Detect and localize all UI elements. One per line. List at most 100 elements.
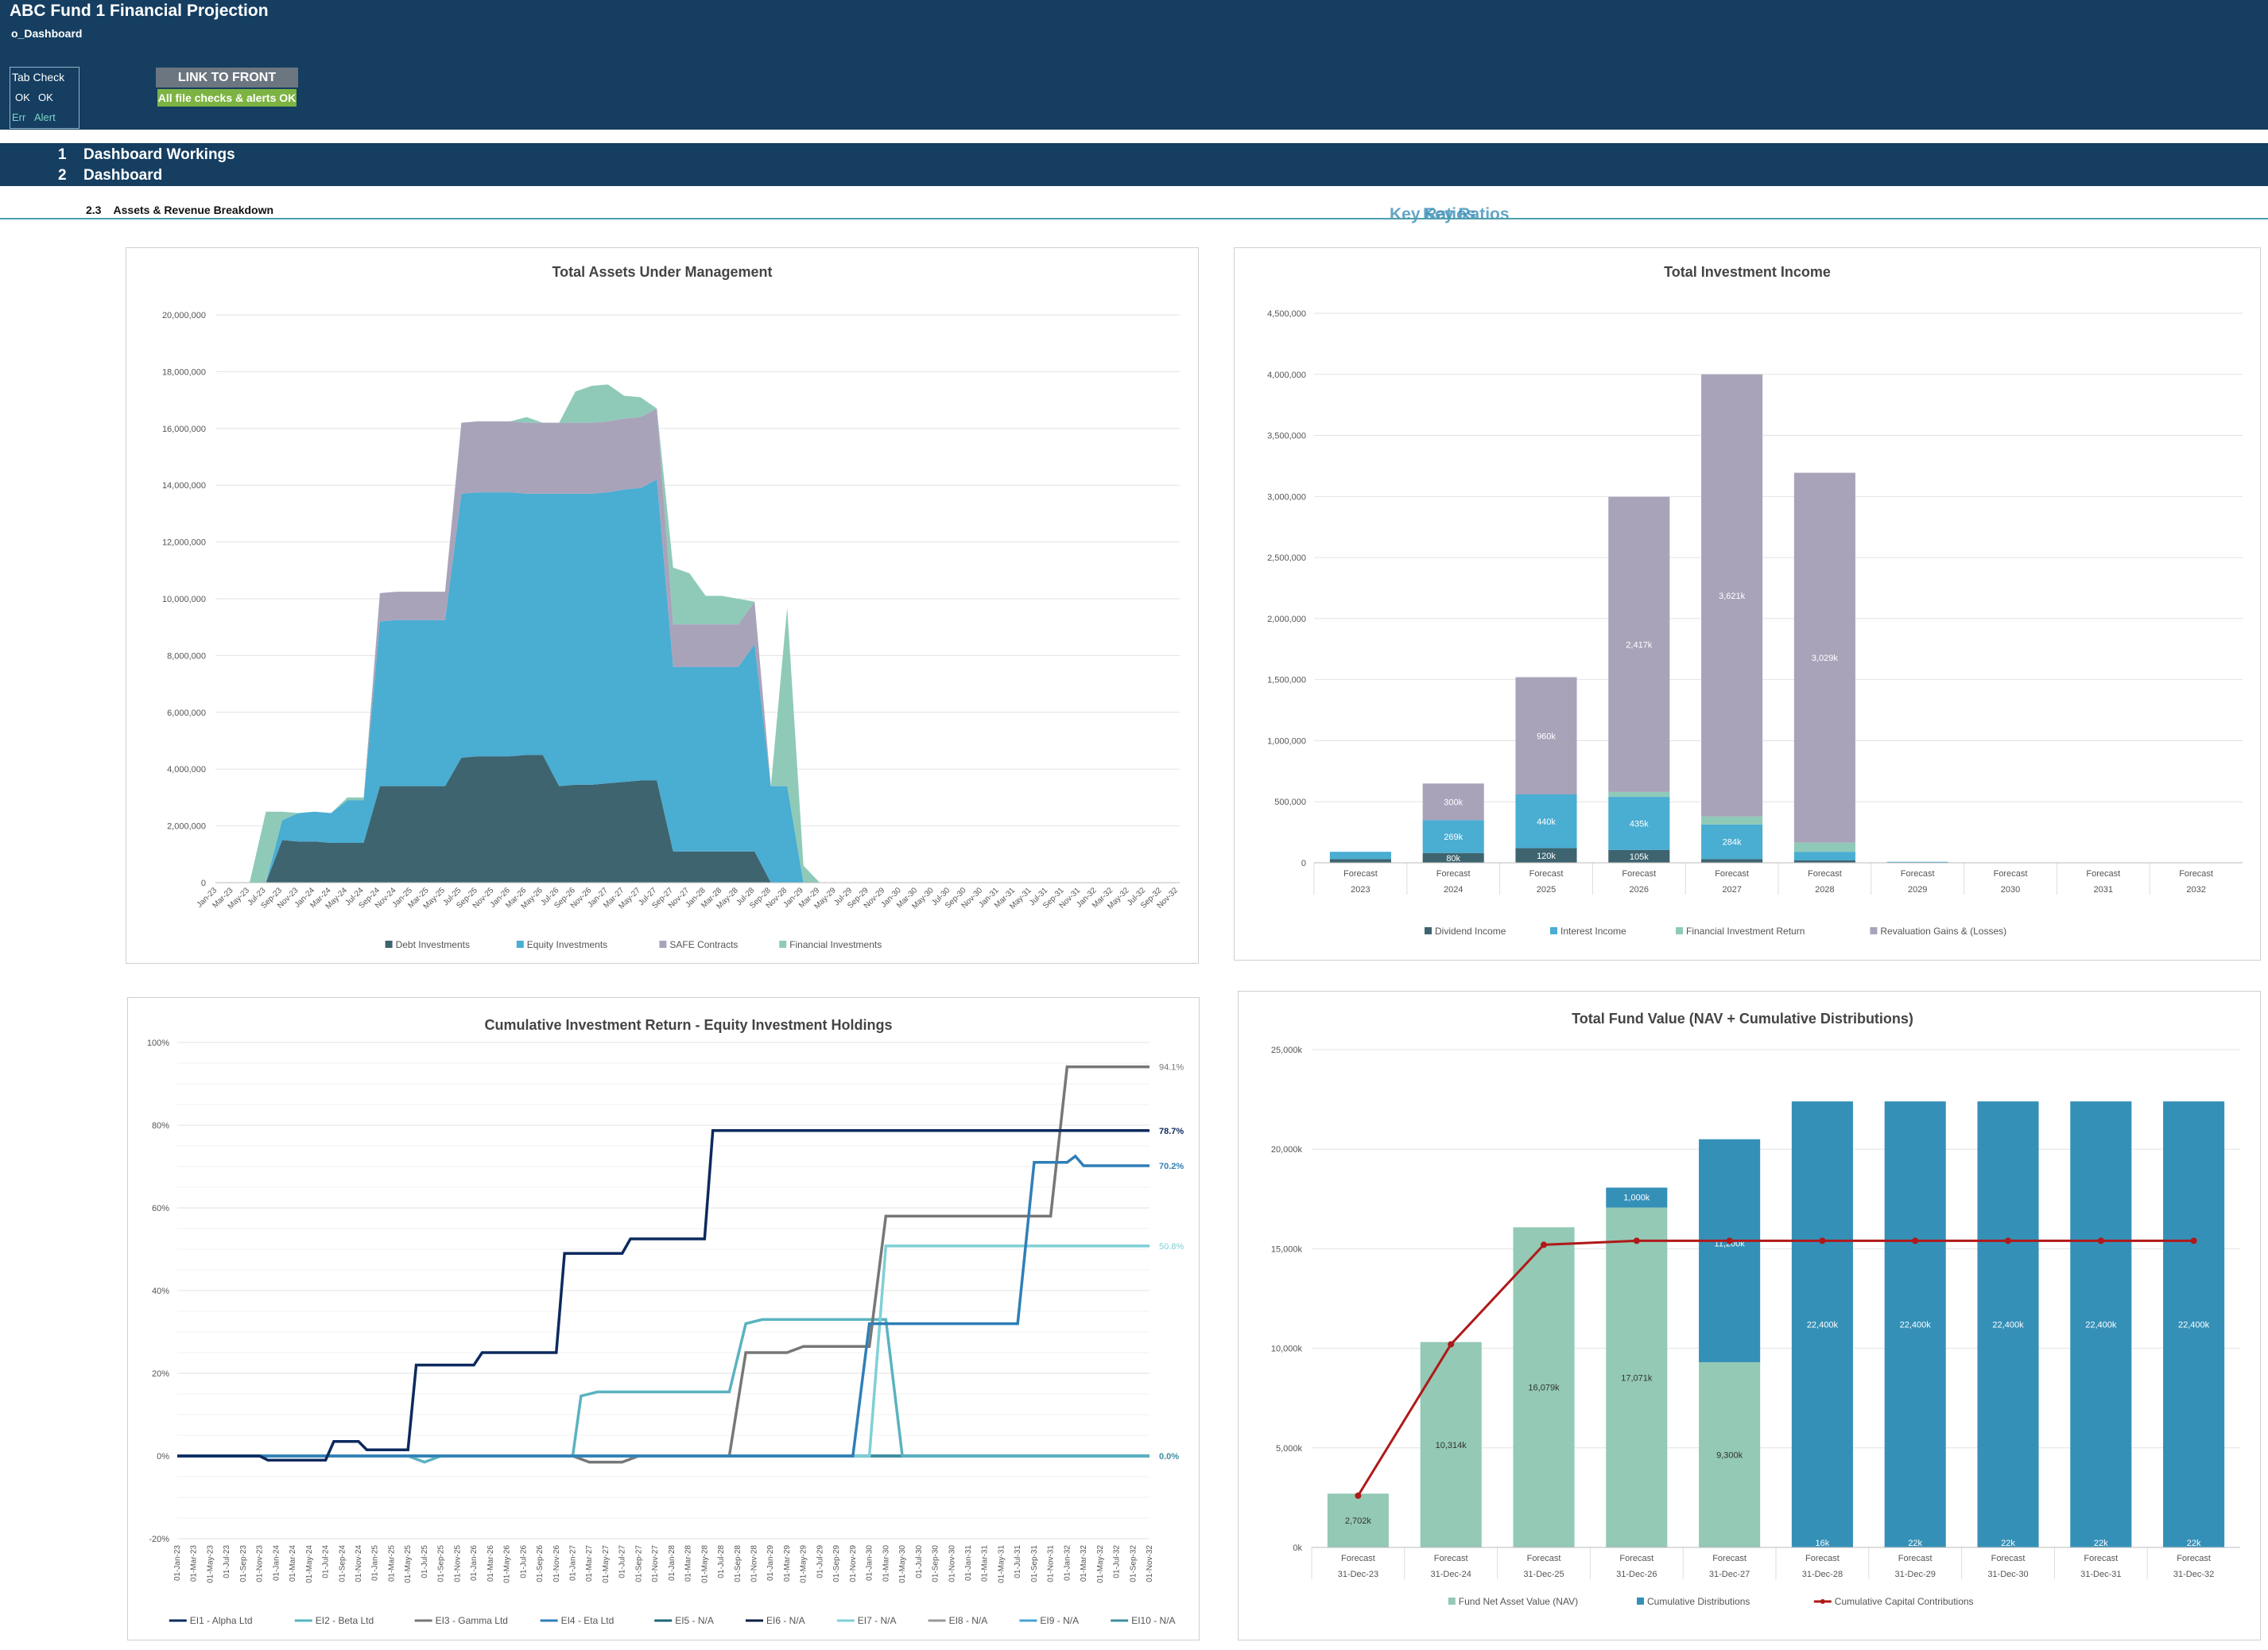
legend-label-equity-investments: Equity Investments bbox=[527, 939, 607, 950]
bar-dividend-income bbox=[1701, 859, 1763, 863]
section-row-1[interactable]: 1 Dashboard Workings bbox=[0, 143, 2268, 164]
legend-marker-cumulative-capital-contributions bbox=[1820, 1599, 1825, 1604]
legend-label-cumulative-distributions: Cumulative Distributions bbox=[1647, 1596, 1750, 1607]
x-tick-prefix: Forecast bbox=[1622, 869, 1656, 879]
x-tick-label: 01-Jan-30 bbox=[866, 1545, 874, 1581]
bar-interest-income bbox=[1886, 861, 1948, 863]
legend-label-ei2-beta-ltd: EI2 - Beta Ltd bbox=[316, 1615, 374, 1626]
legend-label-revaluation-gains-losses: Revaluation Gains & (Losses) bbox=[1880, 926, 2006, 937]
y-tick-label: 20,000k bbox=[1271, 1145, 1303, 1155]
header-bar: ABC Fund 1 Financial Projection o_Dashbo… bbox=[0, 0, 2268, 130]
x-tick-label: 01-May-25 bbox=[404, 1545, 413, 1583]
legend-label-ei10-n-a: EI10 - N/A bbox=[1131, 1615, 1175, 1626]
x-tick-prefix: Forecast bbox=[1991, 1554, 2026, 1563]
line-marker bbox=[1355, 1492, 1362, 1499]
legend-swatch-equity-investments bbox=[516, 941, 524, 948]
line-cumulative-capital-contributions bbox=[1357, 1239, 2194, 1497]
x-tick-label: 01-Sep-28 bbox=[734, 1545, 742, 1582]
x-tick-label: 01-Mar-24 bbox=[289, 1545, 297, 1582]
bar-financial-investment-return bbox=[1701, 816, 1763, 825]
y-tick-label: -20% bbox=[149, 1535, 169, 1544]
x-tick-label: 01-Jul-27 bbox=[618, 1545, 627, 1578]
chart-cumulative-return[interactable]: Cumulative Investment Return - Equity In… bbox=[127, 997, 1200, 1640]
x-tick-label: 01-Sep-27 bbox=[634, 1545, 643, 1582]
x-tick-label: 01-Nov-23 bbox=[256, 1545, 265, 1582]
x-tick-label: 31-Dec-25 bbox=[1523, 1570, 1564, 1579]
line-ei3-gamma-ltd bbox=[177, 1065, 1150, 1464]
x-tick-label: 01-Jan-29 bbox=[766, 1545, 775, 1581]
legend-label-ei3-gamma-ltd: EI3 - Gamma Ltd bbox=[436, 1615, 508, 1626]
tab-check-ok-1: OK bbox=[15, 91, 30, 103]
x-tick-label: 01-Nov-27 bbox=[651, 1545, 660, 1582]
data-label: 105k bbox=[1630, 852, 1649, 862]
y-tick-label: 8,000,000 bbox=[167, 651, 206, 661]
x-tick-label: 01-Jan-26 bbox=[470, 1545, 479, 1581]
x-tick-label: 31-Dec-24 bbox=[1431, 1570, 1471, 1579]
legend-swatch-debt-investments bbox=[385, 941, 393, 948]
link-to-front-sheet-button[interactable]: LINK TO FRONT SHEET bbox=[156, 68, 298, 104]
x-tick-label: 01-May-23 bbox=[206, 1545, 215, 1583]
tab-check-err: Err bbox=[12, 111, 26, 123]
area-equity-investments bbox=[217, 479, 1178, 883]
x-tick-label: 01-May-30 bbox=[898, 1545, 907, 1583]
x-tick-label: 01-Jul-28 bbox=[717, 1545, 726, 1578]
cumulative-return-chart-svg: Cumulative Investment Return - Equity In… bbox=[147, 1017, 1184, 1626]
x-tick-label: 01-Jan-23 bbox=[173, 1545, 182, 1581]
x-tick-label: 01-Sep-31 bbox=[1030, 1545, 1039, 1582]
bar-dividend-income bbox=[1608, 849, 1670, 863]
legend-swatch-financial-investment-return bbox=[1676, 927, 1683, 934]
bar-revaluation-gains-losses bbox=[1701, 374, 1763, 817]
x-tick-prefix: Forecast bbox=[2177, 1554, 2211, 1563]
x-tick-label: 01-Sep-23 bbox=[239, 1545, 248, 1582]
section-2-label: Dashboard bbox=[83, 167, 163, 184]
legend-label-cumulative-capital-contributions: Cumulative Capital Contributions bbox=[1835, 1596, 1974, 1607]
section-row-2[interactable]: 2 Dashboard bbox=[0, 164, 2268, 186]
x-tick-prefix: Forecast bbox=[1712, 1554, 1747, 1563]
data-label: 300k bbox=[1444, 798, 1463, 807]
legend-label-interest-income: Interest Income bbox=[1560, 926, 1626, 937]
x-tick-label: 01-Sep-26 bbox=[536, 1545, 545, 1582]
bar-dividend-income bbox=[1329, 859, 1391, 863]
x-tick-label: 01-Jul-30 bbox=[915, 1545, 924, 1578]
data-label: 10,314k bbox=[1436, 1441, 1467, 1450]
legend-label-financial-investment-return: Financial Investment Return bbox=[1686, 926, 1805, 937]
x-tick-label: 01-Mar-27 bbox=[585, 1545, 594, 1582]
legend-label-ei4-eta-ltd: EI4 - Eta Ltd bbox=[561, 1615, 614, 1626]
legend-swatch-revaluation-gains-losses bbox=[1870, 927, 1878, 934]
x-tick-label: 01-Nov-30 bbox=[948, 1545, 956, 1582]
y-tick-label: 10,000k bbox=[1271, 1345, 1303, 1354]
x-tick-label: 01-May-24 bbox=[305, 1545, 314, 1583]
x-tick-label: 01-May-31 bbox=[997, 1545, 1006, 1583]
line-ei4-eta-ltd bbox=[177, 1154, 1150, 1458]
chart-total-aum[interactable]: Total Assets Under Management 0 2,000,000 4… bbox=[126, 247, 1199, 964]
legend-label-safe-contracts: SAFE Contracts bbox=[669, 939, 738, 950]
bar-cumulative-distributions bbox=[1606, 1187, 1668, 1208]
data-label: 435k bbox=[1630, 819, 1649, 829]
sheet-name: o_Dashboard bbox=[11, 27, 83, 40]
chart-investment-income[interactable]: Total Investment Income 0 500,000 1,000,000… bbox=[1234, 247, 2261, 961]
y-tick-label: 10,000,000 bbox=[162, 595, 206, 604]
x-tick-label: 2029 bbox=[1908, 885, 1927, 895]
x-tick-label: 01-Jul-29 bbox=[816, 1545, 824, 1578]
bar-cumulative-distributions bbox=[1884, 1101, 1946, 1547]
y-tick-label: 15,000k bbox=[1271, 1244, 1303, 1254]
tab-check-ok-2: OK bbox=[38, 91, 53, 103]
y-tick-label: 20,000,000 bbox=[162, 311, 206, 320]
x-tick-label: 2023 bbox=[1351, 885, 1370, 895]
section-divider bbox=[0, 218, 2268, 219]
data-label: 2,702k bbox=[1345, 1516, 1372, 1526]
chart-total-fund-value[interactable]: Total Fund Value (NAV + Cumulative Distr… bbox=[1238, 991, 2261, 1640]
data-label: 17,071k bbox=[1621, 1373, 1653, 1383]
legend-label-ei8-n-a: EI8 - N/A bbox=[949, 1615, 988, 1626]
x-tick-prefix: Forecast bbox=[1343, 869, 1378, 879]
legend-label-ei7-n-a: EI7 - N/A bbox=[858, 1615, 897, 1626]
subsection-number: 2.3 bbox=[86, 204, 102, 216]
y-tick-label: 0 bbox=[201, 879, 206, 888]
x-tick-label: 01-Nov-26 bbox=[552, 1545, 561, 1582]
x-tick-label: 2026 bbox=[1630, 885, 1649, 895]
end-label-ei1-alpha-ltd: 78.7% bbox=[1159, 1127, 1184, 1136]
chart-title: Total Assets Under Management bbox=[552, 264, 772, 280]
line-marker bbox=[1912, 1237, 1919, 1244]
line-marker bbox=[2097, 1237, 2104, 1244]
data-label: 120k bbox=[1537, 852, 1556, 861]
